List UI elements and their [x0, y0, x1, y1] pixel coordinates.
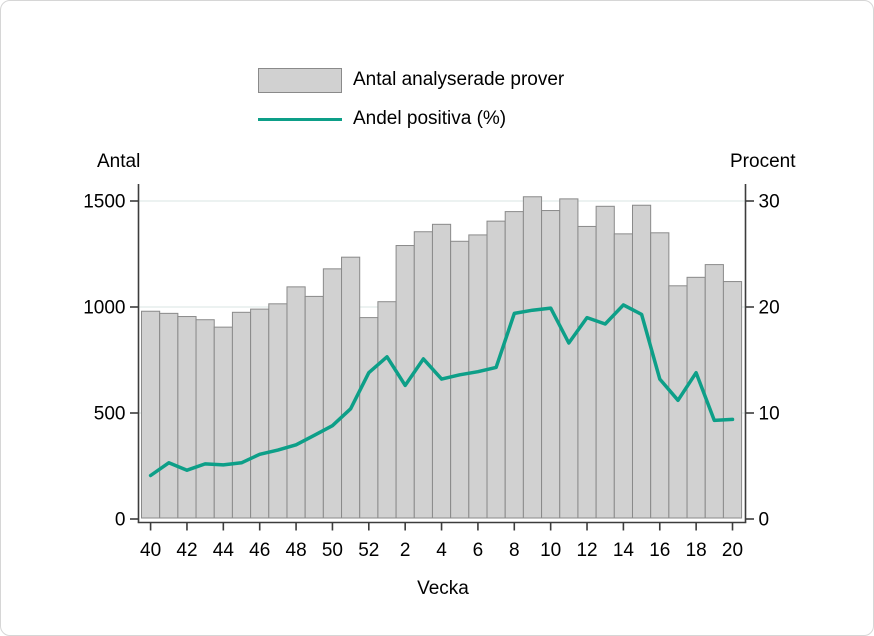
- right-axis-title: Procent: [730, 151, 796, 172]
- bar-week-45: [231, 311, 252, 519]
- left-tick-1500: 1500: [83, 192, 125, 213]
- left-tick-1000: 1000: [83, 298, 125, 319]
- bar-week-50: [322, 268, 343, 519]
- x-tick-4: 4: [436, 540, 447, 561]
- bar-week-6: [468, 234, 488, 519]
- x-tick-18: 18: [686, 540, 707, 561]
- x-tick-48: 48: [286, 540, 307, 561]
- bar-week-19: [704, 264, 724, 519]
- x-tick-44: 44: [213, 540, 235, 561]
- left-axis-title: Antal: [97, 151, 141, 172]
- x-tick-42: 42: [176, 540, 197, 561]
- x-tick-40: 40: [140, 540, 161, 561]
- bar-week-14: [613, 233, 633, 519]
- bar-week-46: [250, 308, 270, 519]
- x-tick-8: 8: [509, 540, 520, 561]
- bar-week-49: [304, 295, 324, 519]
- bar-week-52: [359, 317, 379, 519]
- bar-swatch-icon: [258, 67, 342, 93]
- right-tick-10: 10: [759, 404, 780, 425]
- bar-week-42: [177, 316, 197, 519]
- bar-week-13: [595, 205, 615, 519]
- bar-week-5: [450, 240, 470, 519]
- x-axis-title: Vecka: [417, 578, 469, 599]
- bar-week-41: [159, 312, 179, 519]
- x-tick-52: 52: [358, 540, 379, 561]
- bar-week-8: [504, 211, 524, 519]
- legend-item-bars: Antal analyserade prover: [258, 67, 564, 93]
- x-tick-20: 20: [722, 540, 743, 561]
- x-tick-50: 50: [322, 540, 343, 561]
- x-tick-16: 16: [649, 540, 670, 561]
- bar-week-3: [413, 231, 433, 519]
- bar-week-15: [631, 204, 652, 519]
- x-tick-2: 2: [400, 540, 411, 561]
- bar-week-44: [213, 326, 233, 519]
- line-swatch-icon: [258, 117, 342, 121]
- x-tick-14: 14: [613, 540, 635, 561]
- x-tick-12: 12: [576, 540, 597, 561]
- right-tick-30: 30: [759, 192, 780, 213]
- x-tick-6: 6: [473, 540, 484, 561]
- bar-week-51: [341, 256, 361, 519]
- left-tick-500: 500: [94, 404, 126, 425]
- legend-label-bars: Antal analyserade prover: [353, 69, 565, 90]
- bar-week-40: [141, 310, 161, 519]
- legend: Antal analyserade prover Andel positiva …: [258, 67, 564, 145]
- left-tick-0: 0: [115, 510, 126, 531]
- x-tick-46: 46: [249, 540, 270, 561]
- legend-label-line: Andel positiva (%): [353, 108, 507, 129]
- right-tick-20: 20: [759, 298, 780, 319]
- bar-week-1: [377, 301, 397, 519]
- legend-item-line: Andel positiva (%): [258, 106, 564, 132]
- right-tick-0: 0: [759, 510, 770, 531]
- bar-week-47: [268, 303, 288, 519]
- bar-week-43: [195, 319, 215, 519]
- bar-week-12: [577, 225, 597, 519]
- x-tick-10: 10: [540, 540, 561, 561]
- bar-week-18: [686, 276, 706, 519]
- positivity-line: [148, 303, 735, 478]
- bar-week-9: [522, 196, 543, 519]
- bar-week-2: [395, 245, 415, 519]
- bar-week-11: [559, 198, 579, 519]
- bar-week-48: [286, 286, 306, 519]
- bar-week-10: [541, 210, 561, 519]
- bar-week-20: [722, 281, 743, 519]
